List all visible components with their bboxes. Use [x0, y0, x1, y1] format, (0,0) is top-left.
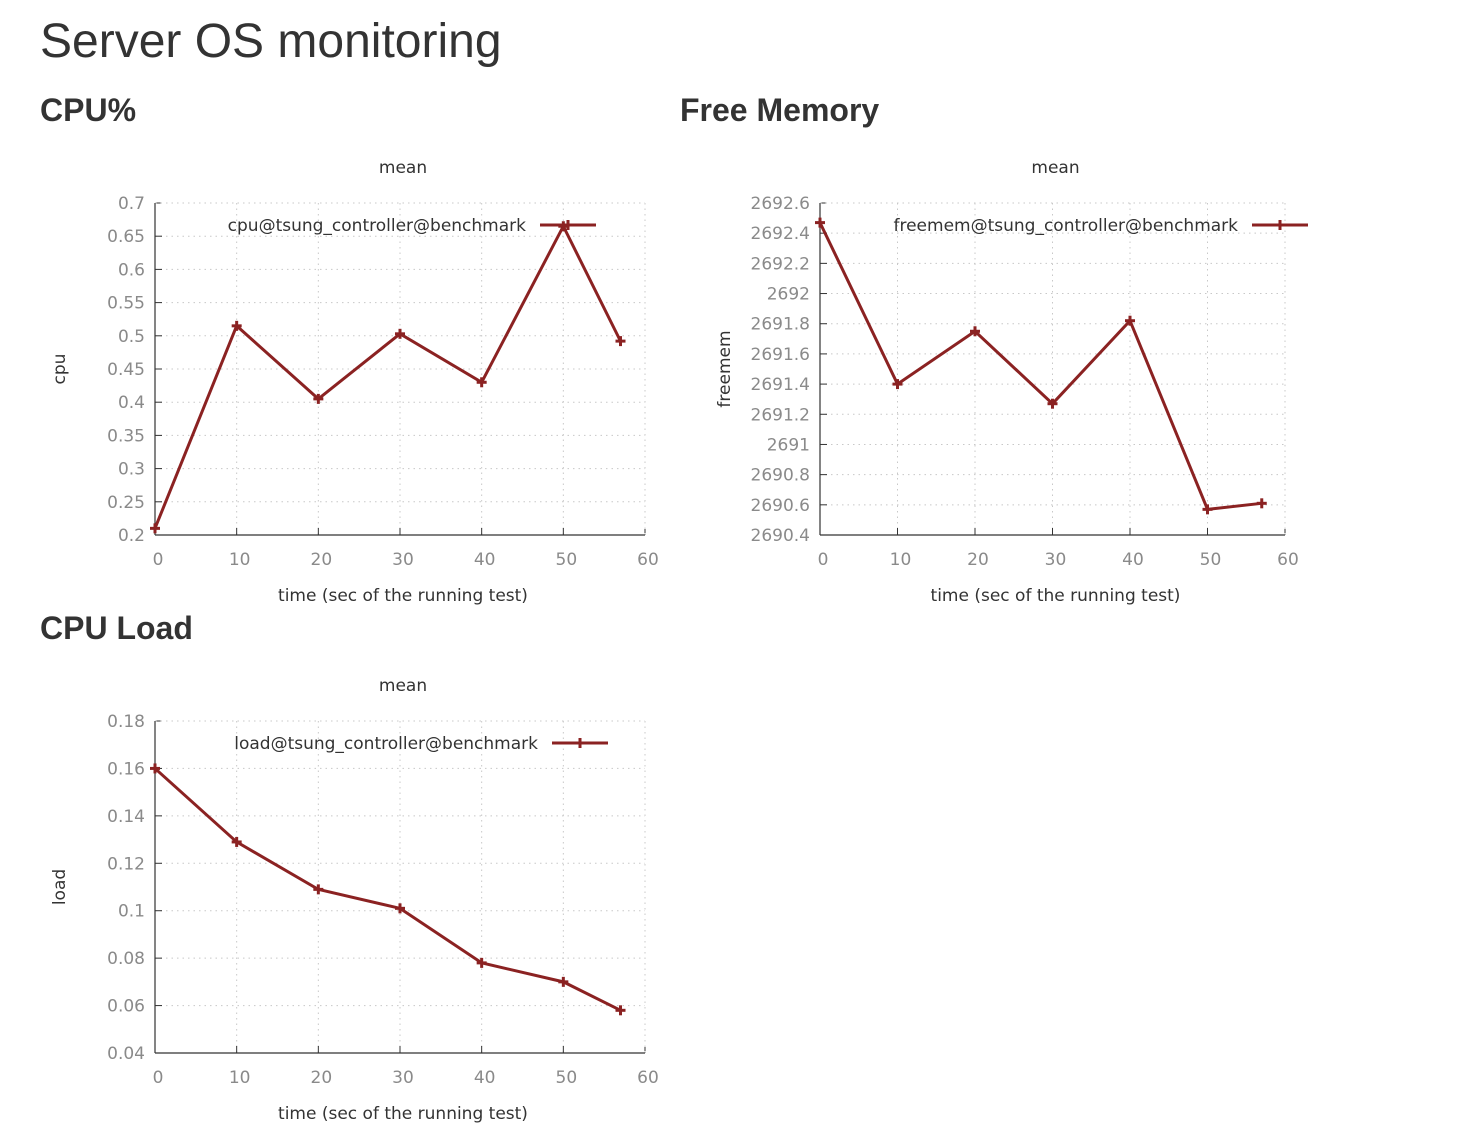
y-tick-label: 0.5	[118, 327, 145, 347]
legend-label: load@tsung_controller@benchmark	[234, 734, 538, 754]
data-point	[1256, 498, 1267, 509]
legend-label: freemem@tsung_controller@benchmark	[893, 216, 1238, 236]
x-tick-label: 60	[1277, 550, 1299, 570]
x-tick-label: 40	[474, 1068, 496, 1088]
x-tick-label: 0	[818, 550, 829, 570]
x-tick-label: 10	[890, 550, 912, 570]
data-point	[231, 836, 242, 847]
y-tick-label: 0.14	[107, 807, 145, 827]
y-tick-label: 0.35	[107, 426, 145, 446]
y-tick-label: 0.7	[118, 194, 145, 214]
y-tick-label: 2692.6	[751, 194, 810, 214]
y-tick-label: 2692.2	[751, 254, 810, 274]
y-tick-label: 2691.4	[751, 375, 810, 395]
memory-section-title: Free Memory	[680, 92, 880, 128]
data-point	[1047, 398, 1058, 409]
y-axis-label: load	[50, 869, 70, 905]
y-tick-label: 2690.8	[751, 466, 810, 486]
chart-title: mean	[379, 676, 427, 696]
x-tick-label: 0	[153, 1068, 164, 1088]
data-point	[150, 523, 160, 534]
y-tick-label: 2691.2	[751, 405, 810, 425]
x-tick-label: 20	[967, 550, 989, 570]
x-axis-label: time (sec of the running test)	[931, 586, 1181, 606]
x-tick-label: 20	[311, 1068, 333, 1088]
data-point	[313, 884, 324, 895]
data-point	[231, 320, 242, 331]
legend-marker	[575, 738, 585, 748]
x-tick-label: 50	[556, 550, 578, 570]
y-tick-label: 0.12	[107, 854, 145, 874]
x-tick-label: 10	[229, 1068, 251, 1088]
y-tick-label: 0.2	[118, 526, 145, 546]
y-tick-label: 0.16	[107, 759, 145, 779]
y-tick-label: 2691.6	[751, 345, 810, 365]
y-tick-label: 2690.4	[751, 526, 810, 546]
y-tick-label: 2690.6	[751, 496, 810, 516]
data-point	[615, 1005, 626, 1016]
x-axis-label: time (sec of the running test)	[278, 586, 528, 606]
data-point	[815, 217, 825, 228]
series-line	[818, 221, 1262, 511]
data-point	[150, 763, 160, 774]
cpu-section-title: CPU%	[40, 92, 137, 128]
y-tick-label: 0.65	[107, 227, 145, 247]
load-section-title: CPU Load	[40, 610, 193, 646]
y-tick-label: 0.04	[107, 1044, 145, 1064]
x-tick-label: 0	[153, 550, 164, 570]
freemem-chart: 2690.4 2690.6 2690.8 2691 2691.2 2691.4 2691.6…	[715, 158, 1308, 606]
y-tick-label: 0.55	[107, 294, 145, 314]
x-axis-label: time (sec of the running test)	[278, 1104, 528, 1124]
x-tick-label: 30	[392, 1068, 414, 1088]
x-tick-label: 60	[637, 1068, 659, 1088]
data-point	[892, 379, 903, 390]
data-point	[313, 393, 324, 404]
x-tick-label: 10	[229, 550, 251, 570]
x-tick-label: 40	[1122, 550, 1144, 570]
series-line	[153, 767, 622, 1012]
chart-title: mean	[379, 158, 427, 178]
x-tick-label: 30	[392, 550, 414, 570]
y-tick-label: 0.3	[118, 460, 145, 480]
cpu-chart: 0.2 0.25 0.3 0.35 0.4 0.45 0.5 0.55 0.6 0.65 0.7 0 1…	[50, 158, 659, 606]
load-chart: 0.04 0.06 0.08 0.1 0.12 0.14 0.16 0.18 0 10 20 30 40…	[50, 676, 659, 1124]
y-tick-label: 2692.4	[751, 224, 810, 244]
y-tick-label: 2692	[767, 285, 810, 305]
x-tick-label: 50	[556, 1068, 578, 1088]
y-tick-label: 0.4	[118, 393, 145, 413]
x-tick-label: 30	[1045, 550, 1067, 570]
y-axis-label: freemem	[715, 330, 735, 407]
x-tick-label: 60	[637, 550, 659, 570]
data-point	[1125, 315, 1135, 326]
y-tick-label: 0.18	[107, 712, 145, 732]
legend-marker	[563, 220, 573, 230]
data-point	[476, 957, 487, 968]
y-axis-label: cpu	[50, 354, 70, 385]
legend-label: cpu@tsung_controller@benchmark	[228, 216, 526, 236]
data-point	[615, 336, 626, 347]
data-point	[395, 903, 405, 914]
x-tick-label: 40	[474, 550, 496, 570]
y-tick-label: 0.6	[118, 260, 145, 280]
data-point	[476, 377, 487, 388]
x-tick-label: 20	[311, 550, 333, 570]
data-point	[558, 976, 569, 987]
legend-marker	[1275, 220, 1285, 230]
chart-title: mean	[1031, 158, 1079, 178]
y-tick-label: 2691.8	[751, 315, 810, 335]
y-tick-label: 0.08	[107, 949, 145, 969]
y-tick-label: 2691	[767, 435, 810, 455]
page-title: Server OS monitoring	[40, 15, 502, 68]
data-point	[395, 328, 405, 339]
data-point	[970, 326, 980, 337]
y-tick-label: 0.45	[107, 360, 145, 380]
y-tick-label: 0.06	[107, 997, 145, 1017]
x-tick-label: 50	[1200, 550, 1222, 570]
data-point	[1202, 504, 1213, 515]
y-tick-label: 0.1	[118, 902, 145, 922]
y-tick-label: 0.25	[107, 493, 145, 513]
